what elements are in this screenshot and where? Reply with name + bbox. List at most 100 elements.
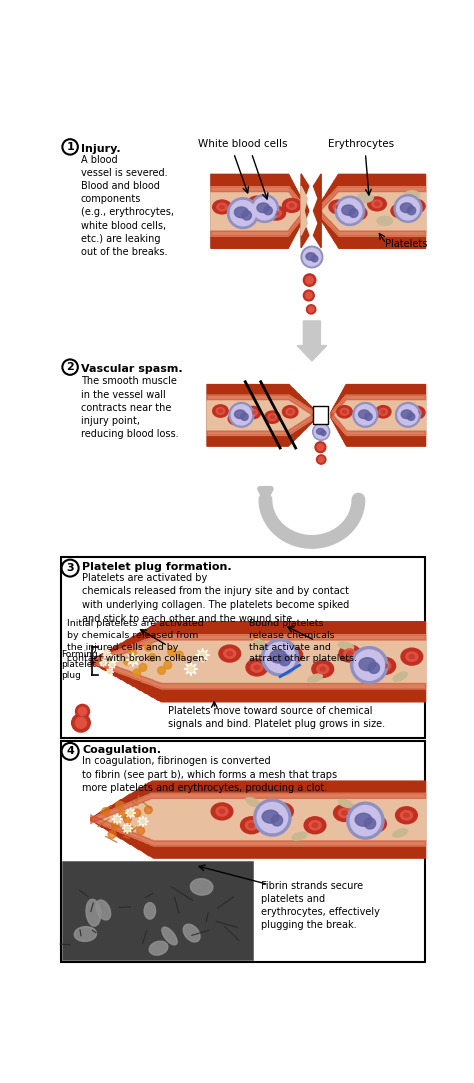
Ellipse shape <box>356 211 360 214</box>
Ellipse shape <box>406 199 425 213</box>
Text: Erythrocytes: Erythrocytes <box>328 140 394 149</box>
Circle shape <box>102 808 109 815</box>
Bar <box>61 558 425 739</box>
Ellipse shape <box>274 211 279 214</box>
Circle shape <box>145 806 152 813</box>
Ellipse shape <box>309 821 321 830</box>
Ellipse shape <box>247 196 266 210</box>
Ellipse shape <box>336 205 341 209</box>
Ellipse shape <box>290 204 294 207</box>
Ellipse shape <box>280 809 285 813</box>
Ellipse shape <box>381 410 385 414</box>
Circle shape <box>139 664 147 671</box>
Ellipse shape <box>312 823 318 827</box>
Circle shape <box>72 714 90 732</box>
Circle shape <box>130 657 136 663</box>
Ellipse shape <box>224 649 236 658</box>
Ellipse shape <box>304 817 326 834</box>
Text: Coagulation.: Coagulation. <box>82 745 162 755</box>
Ellipse shape <box>413 205 418 208</box>
Circle shape <box>347 803 384 839</box>
Circle shape <box>306 292 312 299</box>
Text: Platelets move toward source of chemical
signals and bind. Platelet plug grows i: Platelets move toward source of chemical… <box>168 706 385 729</box>
Circle shape <box>108 670 111 674</box>
Ellipse shape <box>317 429 324 434</box>
Circle shape <box>62 743 79 760</box>
Polygon shape <box>102 647 109 654</box>
Ellipse shape <box>96 900 111 919</box>
Circle shape <box>242 211 251 220</box>
Circle shape <box>303 274 316 286</box>
Circle shape <box>262 639 299 676</box>
Circle shape <box>303 248 321 265</box>
Ellipse shape <box>393 673 408 681</box>
Ellipse shape <box>286 651 298 660</box>
Circle shape <box>113 657 117 661</box>
Ellipse shape <box>355 813 372 826</box>
Circle shape <box>158 667 165 675</box>
Polygon shape <box>301 186 307 235</box>
Polygon shape <box>112 813 123 824</box>
Circle shape <box>397 197 419 220</box>
Circle shape <box>313 423 330 441</box>
Circle shape <box>308 306 314 312</box>
Circle shape <box>314 425 328 439</box>
Ellipse shape <box>254 665 260 669</box>
Ellipse shape <box>334 805 356 821</box>
Ellipse shape <box>382 664 387 668</box>
Ellipse shape <box>373 822 378 826</box>
Circle shape <box>317 444 324 451</box>
Ellipse shape <box>149 941 168 955</box>
Ellipse shape <box>286 408 294 415</box>
Ellipse shape <box>396 807 417 824</box>
Ellipse shape <box>262 810 279 823</box>
Polygon shape <box>100 658 107 667</box>
Circle shape <box>124 657 131 665</box>
Text: In coagulation, fibrinogen is converted
to fibrin (see part b), which forms a me: In coagulation, fibrinogen is converted … <box>82 756 337 793</box>
Text: White blood cells: White blood cells <box>198 140 288 149</box>
Ellipse shape <box>342 205 355 216</box>
Text: Platelet plug formation.: Platelet plug formation. <box>82 562 232 572</box>
Text: A blood
vessel is severed.
Blood and blood
components
(e.g., erythrocytes,
white: A blood vessel is severed. Blood and blo… <box>81 155 174 257</box>
Ellipse shape <box>288 410 292 414</box>
Ellipse shape <box>283 198 301 212</box>
Ellipse shape <box>283 406 298 418</box>
Text: 3: 3 <box>66 563 74 573</box>
Text: 2: 2 <box>66 362 74 373</box>
Circle shape <box>102 662 105 664</box>
Ellipse shape <box>333 204 343 211</box>
Circle shape <box>394 195 422 222</box>
Circle shape <box>124 815 131 823</box>
Ellipse shape <box>252 199 262 207</box>
Polygon shape <box>106 668 113 676</box>
Circle shape <box>365 413 372 420</box>
Ellipse shape <box>348 206 367 220</box>
Ellipse shape <box>232 415 240 422</box>
Ellipse shape <box>320 667 326 671</box>
Ellipse shape <box>219 645 241 662</box>
Ellipse shape <box>413 409 421 416</box>
Ellipse shape <box>246 798 260 807</box>
Circle shape <box>141 819 145 823</box>
Circle shape <box>125 824 133 832</box>
Ellipse shape <box>372 200 382 208</box>
Text: Fibrin strands secure
platelets and
erythrocytes, effectively
plugging the break: Fibrin strands secure platelets and eryt… <box>261 880 380 930</box>
Circle shape <box>105 653 109 657</box>
Circle shape <box>62 560 79 576</box>
Ellipse shape <box>375 406 391 418</box>
Ellipse shape <box>359 657 376 670</box>
Ellipse shape <box>398 209 402 212</box>
Circle shape <box>272 814 283 826</box>
Ellipse shape <box>402 416 406 419</box>
Ellipse shape <box>338 799 354 808</box>
Circle shape <box>257 803 288 833</box>
Circle shape <box>129 650 137 657</box>
Ellipse shape <box>340 408 349 415</box>
Ellipse shape <box>410 203 421 210</box>
Ellipse shape <box>401 648 423 665</box>
Ellipse shape <box>410 406 425 419</box>
Ellipse shape <box>359 415 367 422</box>
Circle shape <box>307 304 316 314</box>
Circle shape <box>317 455 326 465</box>
Circle shape <box>229 403 254 427</box>
